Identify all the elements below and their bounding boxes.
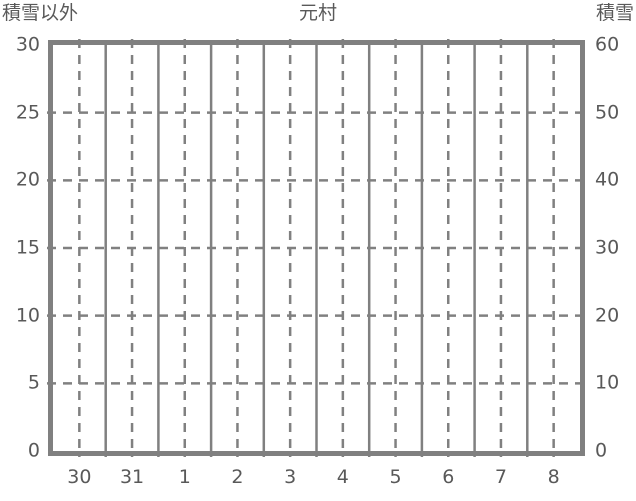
y-axis-right-ticks: 60 50 40 30 20 10 0 (595, 35, 636, 460)
x-axis-tick-0: 30 (67, 466, 92, 488)
y-axis-right-tick-10: 10 (595, 371, 620, 394)
x-axis-tick-7: 6 (442, 466, 455, 488)
y-axis-left-tick-0: 0 (27, 439, 40, 462)
x-axis-tick-5: 4 (336, 466, 349, 488)
y-axis-left-tick-10: 10 (15, 304, 40, 327)
y-axis-left-tick-5: 5 (27, 371, 40, 394)
x-axis-tick-3: 2 (231, 466, 244, 488)
x-axis-tick-8: 7 (494, 466, 507, 488)
x-axis-tick-2: 1 (178, 466, 191, 488)
y-axis-left-ticks: 30 25 20 15 10 5 0 (0, 35, 40, 460)
x-axis-tick-9: 8 (547, 466, 560, 488)
x-axis-tick-6: 5 (389, 466, 402, 488)
y-axis-right-tick-0: 0 (595, 439, 608, 462)
gridlines (47, 39, 586, 457)
y-axis-right-tick-60: 60 (595, 33, 620, 56)
plot-area (47, 39, 586, 457)
left-axis-title: 積雪以外 (2, 2, 79, 24)
y-axis-right-tick-30: 30 (595, 236, 620, 259)
x-axis-ticks: 30 31 1 2 3 4 5 6 7 8 (48, 468, 585, 492)
y-axis-right-tick-20: 20 (595, 304, 620, 327)
y-axis-right-tick-40: 40 (595, 168, 620, 191)
chart-title: 元村 (298, 2, 337, 24)
plot-inner (47, 39, 586, 457)
y-axis-left-tick-15: 15 (15, 236, 40, 259)
x-axis-tick-4: 3 (284, 466, 297, 488)
right-axis-title: 積雪 (595, 2, 634, 24)
y-axis-left-tick-25: 25 (15, 101, 40, 124)
x-axis-tick-1: 31 (119, 466, 145, 488)
y-axis-right-tick-50: 50 (595, 101, 620, 124)
y-axis-left-tick-30: 30 (15, 33, 40, 56)
y-axis-left-tick-20: 20 (15, 168, 40, 191)
